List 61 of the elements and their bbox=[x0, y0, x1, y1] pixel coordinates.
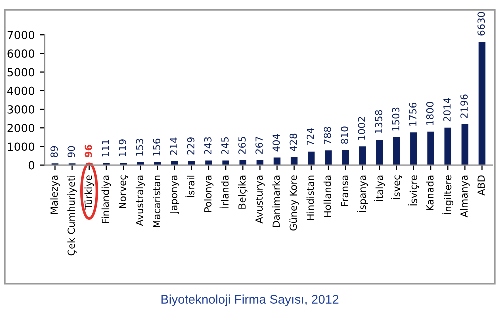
data-label: 6630 bbox=[478, 12, 486, 36]
data-label: 1756 bbox=[409, 102, 417, 126]
y-tick-label: 0 bbox=[28, 161, 35, 170]
x-tick-label: Türkiye bbox=[84, 176, 94, 210]
data-label: 1503 bbox=[392, 108, 400, 131]
x-tick-label: Malezya bbox=[50, 176, 60, 214]
data-label: 810 bbox=[341, 126, 348, 144]
y-tick-label: 7000 bbox=[8, 31, 35, 40]
y-tick-label: 4000 bbox=[8, 86, 35, 96]
data-label: 229 bbox=[187, 138, 195, 155]
x-tick-label: Almanya bbox=[460, 176, 470, 218]
x-tick-label: Macaristan bbox=[153, 176, 161, 228]
x-tick-label: Kanada bbox=[426, 176, 434, 211]
x-tick-label: Avustralya bbox=[136, 176, 146, 226]
data-label: 267 bbox=[256, 137, 264, 154]
data-label: 243 bbox=[204, 137, 212, 155]
x-tick-label: İrlanda bbox=[220, 176, 229, 208]
data-label: 788 bbox=[324, 127, 332, 144]
data-label: 119 bbox=[119, 140, 126, 156]
data-label: 1002 bbox=[358, 117, 366, 140]
y-tick-label: 1000 bbox=[8, 142, 35, 152]
y-tick-label: 3000 bbox=[8, 105, 35, 114]
x-tick-label: Güney Kore bbox=[290, 176, 300, 231]
x-tick-label: İtalya bbox=[374, 176, 386, 202]
data-label: 2014 bbox=[444, 98, 451, 122]
y-tick-label: 6000 bbox=[8, 50, 35, 58]
x-tick-label: Hollanda bbox=[324, 176, 332, 218]
data-label: 1358 bbox=[375, 110, 383, 134]
x-tick-label: Çek Cumhuriyeti bbox=[68, 176, 78, 256]
x-tick-label: İsveç bbox=[391, 176, 402, 200]
x-tick-label: Hindistan bbox=[306, 176, 314, 220]
data-label: 428 bbox=[290, 134, 298, 152]
x-tick-label: İsrail bbox=[186, 176, 195, 198]
data-label: 214 bbox=[170, 138, 178, 156]
data-label: 724 bbox=[306, 128, 314, 146]
data-label: 89 bbox=[50, 146, 58, 158]
data-label: 153 bbox=[136, 139, 144, 156]
data-label: 1800 bbox=[426, 102, 434, 126]
y-tick-label: 2000 bbox=[8, 124, 35, 132]
x-tick-label: Finlandiya bbox=[102, 176, 112, 224]
data-label: 90 bbox=[68, 146, 76, 158]
data-label: 2196 bbox=[460, 94, 468, 118]
text: Biyoteknoloji Firma Sayısı, 2012 bbox=[162, 294, 339, 306]
data-label: 265 bbox=[238, 137, 246, 154]
data-label: 404 bbox=[272, 134, 280, 152]
x-tick-label: ABD bbox=[478, 176, 485, 196]
x-tick-label: Danimarka bbox=[272, 176, 280, 228]
x-tick-label: Norveç bbox=[119, 176, 128, 208]
x-tick-label: Belçika bbox=[238, 176, 248, 209]
x-tick-label: Japonya bbox=[170, 176, 180, 214]
data-label: 245 bbox=[222, 138, 229, 155]
x-tick-label: İsviçre bbox=[408, 176, 420, 206]
data-label: 111 bbox=[102, 140, 110, 157]
x-tick-label: Fransa bbox=[341, 176, 348, 206]
data-label: 156 bbox=[153, 138, 161, 156]
x-tick-label: İngiltere bbox=[442, 176, 454, 214]
x-tick-label: Avusturya bbox=[256, 176, 265, 224]
x-tick-label: İspanya bbox=[357, 176, 368, 212]
data-label: 96 bbox=[84, 144, 92, 158]
x-tick-label: Polonya bbox=[204, 176, 214, 212]
y-tick-label: 5000 bbox=[8, 68, 35, 77]
